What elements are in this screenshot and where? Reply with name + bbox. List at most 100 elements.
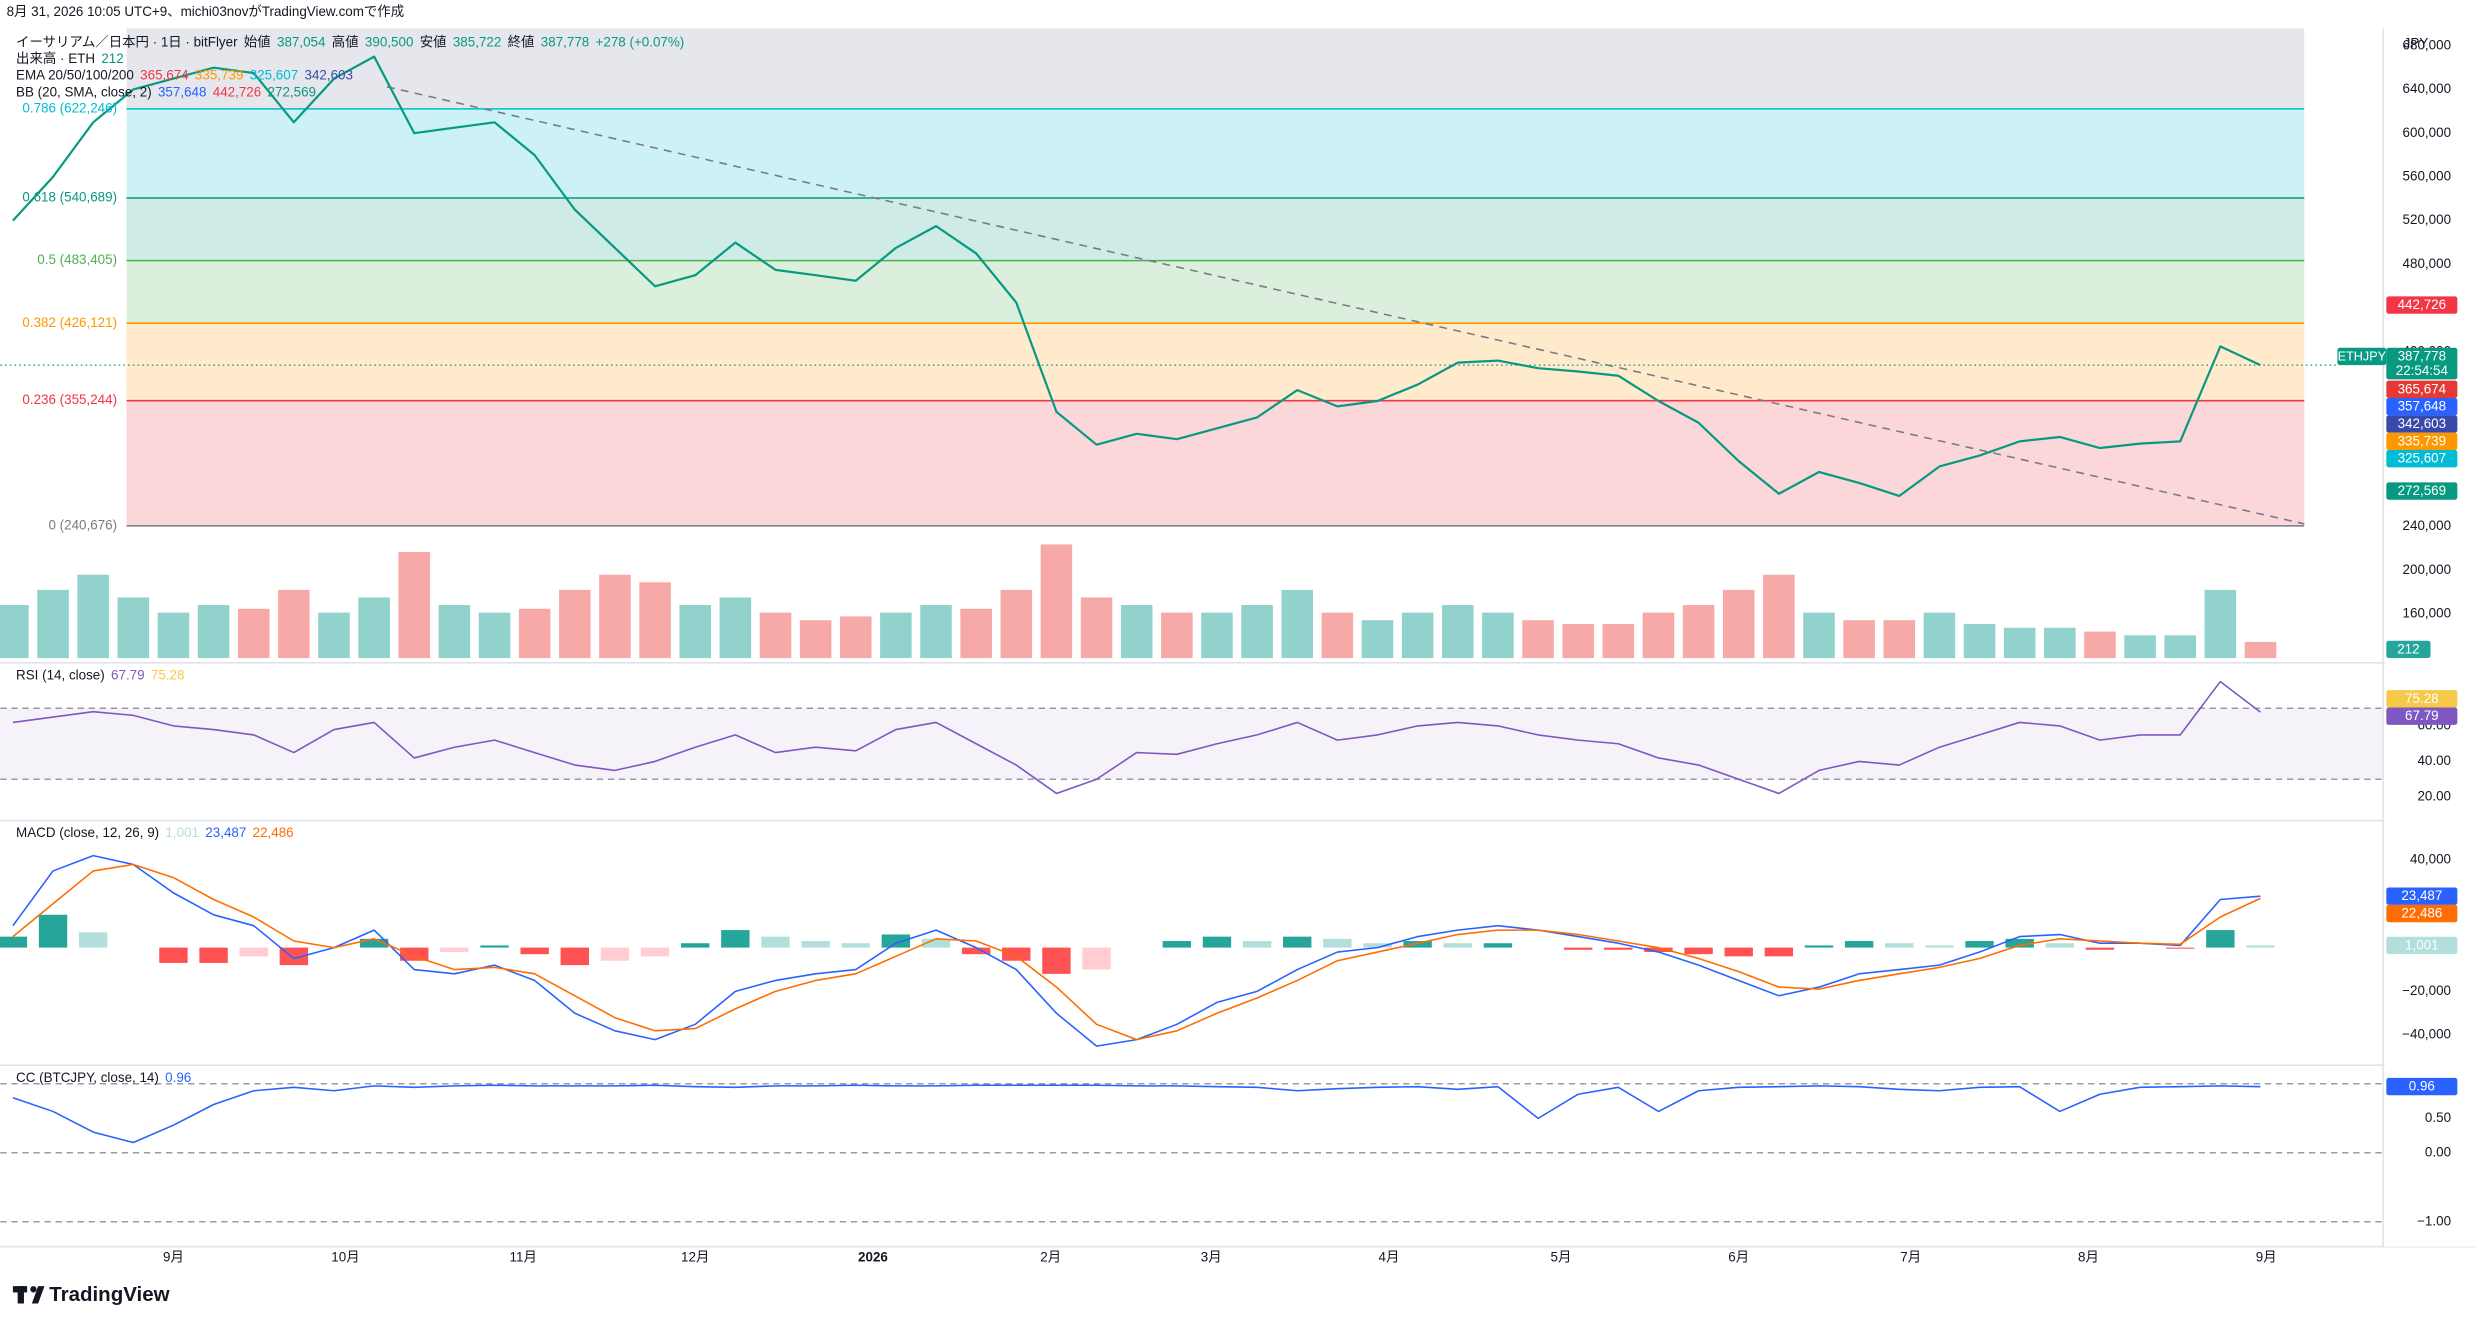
macd-histogram-bar: [1844, 941, 1874, 948]
y-tick-label: 640,000: [2403, 81, 2451, 96]
legend-text: 342,603: [305, 67, 353, 82]
volume-bar: [1361, 620, 1394, 659]
legend-text: 390,500: [365, 34, 413, 49]
macd-histogram-bar: [921, 938, 951, 948]
macd-histogram-bar: [1162, 941, 1192, 948]
legend-text: 出来高 · ETH: [16, 50, 95, 66]
price-badge-label: 342,603: [2398, 416, 2446, 431]
volume-bar: [2164, 635, 2196, 659]
legend-line: 出来高 · ETH 212: [16, 50, 124, 66]
volume-bar: [0, 605, 29, 659]
macd-histogram-bar: [480, 945, 509, 948]
macd-histogram-bar: [1965, 941, 1994, 948]
price-badge-label: 357,648: [2398, 399, 2446, 414]
y-tick-label: −20,000: [2402, 983, 2451, 998]
volume-bar: [37, 589, 69, 659]
volume-bar: [1201, 612, 1233, 659]
macd-histogram-bar: [1483, 943, 1513, 948]
x-tick-label: 5月: [1551, 1249, 1572, 1264]
legend-line: EMA 20/50/100/200 365,674 335,739 325,607 34…: [16, 67, 353, 82]
x-tick-label: 3月: [1201, 1249, 1222, 1264]
macd-histogram-bar: [681, 943, 710, 948]
volume-bar: [478, 612, 511, 659]
price-badge-label: 22,486: [2401, 906, 2442, 921]
legend-text: +278 (+0.07%): [596, 34, 685, 49]
y-tick-label: 240,000: [2403, 518, 2451, 533]
legend-text: 212: [101, 51, 123, 66]
volume-bar: [2244, 641, 2277, 659]
y-tick-label: 520,000: [2403, 212, 2451, 227]
y-tick-label: 600,000: [2403, 125, 2451, 140]
volume-bar: [1120, 605, 1153, 659]
x-tick-label: 7月: [1900, 1249, 1921, 1264]
y-tick-label: 560,000: [2403, 168, 2451, 183]
pane-title: RSI (14, close) 67.79 75.28: [16, 667, 184, 682]
macd-histogram-bar: [1202, 936, 1232, 948]
volume-bar: [197, 605, 230, 659]
legend-text: 387,054: [277, 34, 326, 49]
volume-bar: [1803, 612, 1835, 659]
macd-histogram-bar: [961, 947, 991, 955]
pane-legend-value: 75.28: [151, 667, 185, 682]
price-badge: [2386, 887, 2458, 905]
fib-zone: [126, 400, 2305, 526]
price-badge-label: 67.79: [2405, 708, 2439, 723]
legend-text: 272,569: [268, 84, 316, 99]
legend-text: 高値: [332, 33, 359, 49]
price-badge: [2386, 450, 2458, 468]
currency: JPY: [2404, 36, 2429, 51]
fib-zone: [126, 28, 2305, 109]
price-badge-label: 23,487: [2401, 888, 2442, 903]
logo-mark: [31, 1286, 45, 1304]
volume-bar: [398, 552, 431, 659]
price-badge-label: 325,607: [2398, 451, 2446, 466]
legend-text: 安値: [420, 34, 447, 49]
volume-bar: [1602, 623, 1635, 659]
y-tick-label: 0.50: [2425, 1110, 2451, 1125]
price-badge: [2386, 397, 2458, 416]
price-badge: [2386, 415, 2458, 433]
price-badge-label: 0.96: [2409, 1079, 2435, 1094]
volume-bar: [438, 605, 471, 659]
price-badge: [2386, 707, 2458, 725]
x-tick-label: 11月: [510, 1249, 537, 1264]
volume-bar: [2084, 631, 2116, 659]
macd-histogram-bar: [1242, 941, 1272, 948]
pane-title: MACD (close, 12, 26, 9) 1,001 23,487 22,486: [16, 825, 294, 840]
price-badge-label: 365,674: [2398, 381, 2447, 396]
macd-histogram-bar: [400, 947, 429, 961]
plot-layer: [0, 55, 2384, 1223]
volume-bar: [1722, 589, 1755, 659]
fib-label: 0.786 (622,246): [22, 100, 117, 115]
volume-bar: [117, 597, 150, 659]
y-tick-label: 20.00: [2417, 789, 2451, 804]
macd-histogram-bar: [2206, 930, 2235, 948]
volume-bar: [1522, 620, 1554, 659]
price-badge-label: 75.28: [2405, 691, 2439, 706]
series-line: [12, 680, 2261, 795]
price-badge: [2386, 1077, 2458, 1096]
logo-mark: [17, 1286, 24, 1304]
y-tick-label: 0.00: [2425, 1144, 2451, 1159]
series-line: [12, 55, 2261, 498]
macd-histogram-bar: [2005, 938, 2034, 948]
macd-histogram-bar: [1644, 947, 1673, 952]
volume-bar: [1963, 623, 1996, 659]
pane-title: CC (BTCJPY, close, 14) 0.96: [16, 1069, 191, 1084]
macd-histogram-bar: [600, 947, 630, 961]
price-badge-label: 335,739: [2398, 433, 2446, 448]
volume-bar: [1642, 612, 1675, 659]
fib-zone: [126, 198, 2305, 261]
volume-bar: [1241, 605, 1273, 659]
volume-bar: [1482, 612, 1514, 659]
macd-histogram-bar: [1724, 947, 1753, 957]
macd-histogram-bar: [1002, 947, 1031, 961]
x-tick-label: 2月: [1040, 1249, 1061, 1264]
macd-histogram-bar: [1604, 947, 1633, 950]
volume-bar: [318, 612, 350, 659]
macd-histogram-bar: [1283, 936, 1312, 948]
rsi-band: [0, 708, 2384, 780]
volume-bar: [759, 612, 792, 659]
volume-bar: [1682, 605, 1715, 659]
